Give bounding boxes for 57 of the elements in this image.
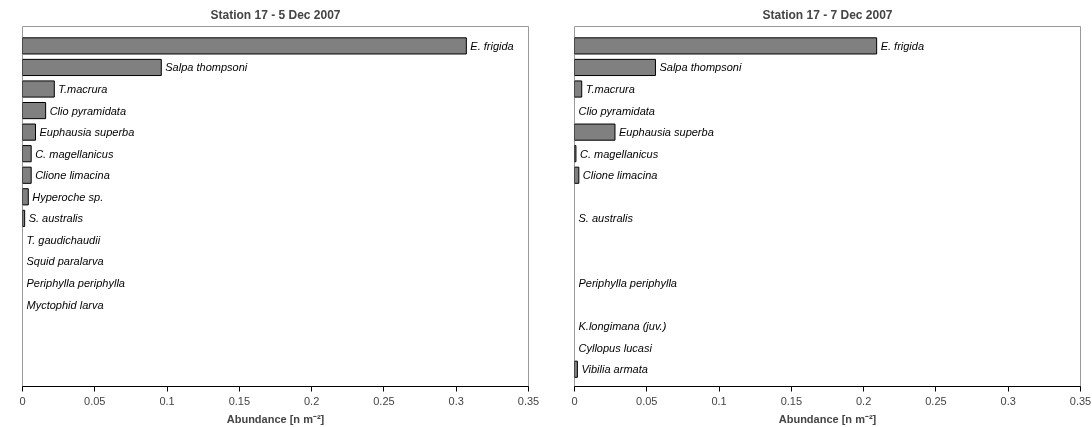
- category-label: Euphausia superba: [39, 126, 135, 139]
- x-axis-title: Abundance [n m⁻²]: [226, 412, 325, 425]
- bar: [574, 37, 878, 55]
- x-tick-label: 0: [19, 394, 26, 407]
- x-tick-label: 0.25: [373, 394, 395, 407]
- x-tick-label: 0.05: [84, 394, 106, 407]
- x-tick-label: 0.25: [925, 394, 947, 407]
- bar: [22, 101, 47, 120]
- bar: [22, 166, 32, 184]
- bar: [22, 80, 55, 98]
- category-label: Clione limacina: [582, 169, 658, 182]
- x-tick-label: 0.15: [780, 394, 803, 407]
- category-label: K.longimana (juv.): [578, 320, 667, 333]
- x-tick-label: 0.05: [636, 394, 658, 407]
- x-tick-label: 0.2: [304, 394, 320, 407]
- category-label: E. frigida: [470, 39, 514, 52]
- x-tick-label: 0.1: [711, 394, 727, 407]
- bar: [574, 58, 656, 77]
- bar: [22, 123, 37, 141]
- x-tick-label: 0.3: [448, 394, 464, 407]
- bar: [574, 123, 616, 141]
- x-tick-label: 0.3: [1000, 394, 1016, 407]
- category-label: Salpa thompsoni: [659, 61, 742, 74]
- category-label: Clione limacina: [35, 169, 110, 182]
- category-label: Squid paralarva: [26, 255, 104, 268]
- category-label: Clio pyramidata: [578, 104, 655, 117]
- category-label: Euphausia superba: [618, 126, 714, 139]
- x-tick-label: 0.2: [856, 394, 872, 407]
- chart-title: Station 17 - 7 Dec 2007: [762, 7, 893, 22]
- x-tick-label: 0: [571, 394, 578, 407]
- category-label: S. australis: [28, 212, 84, 225]
- x-tick-label: 0.15: [228, 394, 251, 407]
- category-label: C. magellanicus: [579, 147, 659, 160]
- category-label: Vibilia armata: [581, 363, 648, 376]
- x-axis-title: Abundance [n m⁻²]: [778, 412, 877, 425]
- x-tick-label: 0.1: [159, 394, 175, 407]
- category-label: T.macrura: [58, 83, 108, 96]
- category-label: S. australis: [578, 212, 633, 225]
- chart-title: Station 17 - 5 Dec 2007: [210, 7, 341, 22]
- x-tick-label: 0.35: [1069, 394, 1092, 407]
- category-label: T. gaudichaudii: [26, 233, 101, 246]
- bar: [22, 145, 32, 163]
- category-label: Cyllopus lucasi: [578, 341, 652, 354]
- category-label: Hyperoche sp.: [32, 190, 104, 203]
- category-label: E. frigida: [880, 39, 925, 52]
- category-label: Periphylla periphylla: [578, 277, 677, 290]
- category-label: Salpa thompsoni: [165, 61, 248, 74]
- bar: [22, 58, 162, 77]
- category-label: Clio pyramidata: [49, 104, 127, 117]
- category-label: Myctophid larva: [26, 298, 104, 311]
- bar: [22, 188, 29, 206]
- category-label: T.macrura: [585, 83, 635, 96]
- x-tick-label: 0.35: [517, 394, 540, 407]
- category-label: C. magellanicus: [35, 147, 114, 160]
- category-label: Periphylla periphylla: [26, 277, 125, 290]
- bar: [22, 37, 467, 55]
- bar: [574, 80, 583, 98]
